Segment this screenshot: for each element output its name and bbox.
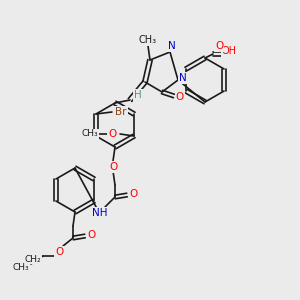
Text: NH: NH <box>92 208 108 218</box>
Text: O: O <box>215 41 223 51</box>
Text: Br: Br <box>115 107 127 117</box>
Text: O: O <box>109 162 117 172</box>
Text: N: N <box>179 73 187 83</box>
Text: CH₃: CH₃ <box>139 35 157 45</box>
Text: CH₂: CH₂ <box>25 254 41 263</box>
Text: H: H <box>134 90 142 100</box>
Text: O: O <box>176 92 184 102</box>
Text: CH₃: CH₃ <box>82 130 98 139</box>
Text: N: N <box>168 41 176 51</box>
Text: O: O <box>87 230 95 240</box>
Text: OH: OH <box>221 46 236 56</box>
Text: O: O <box>129 189 137 199</box>
Text: O: O <box>55 247 63 257</box>
Text: CH₃: CH₃ <box>13 262 29 272</box>
Text: O: O <box>108 129 116 139</box>
